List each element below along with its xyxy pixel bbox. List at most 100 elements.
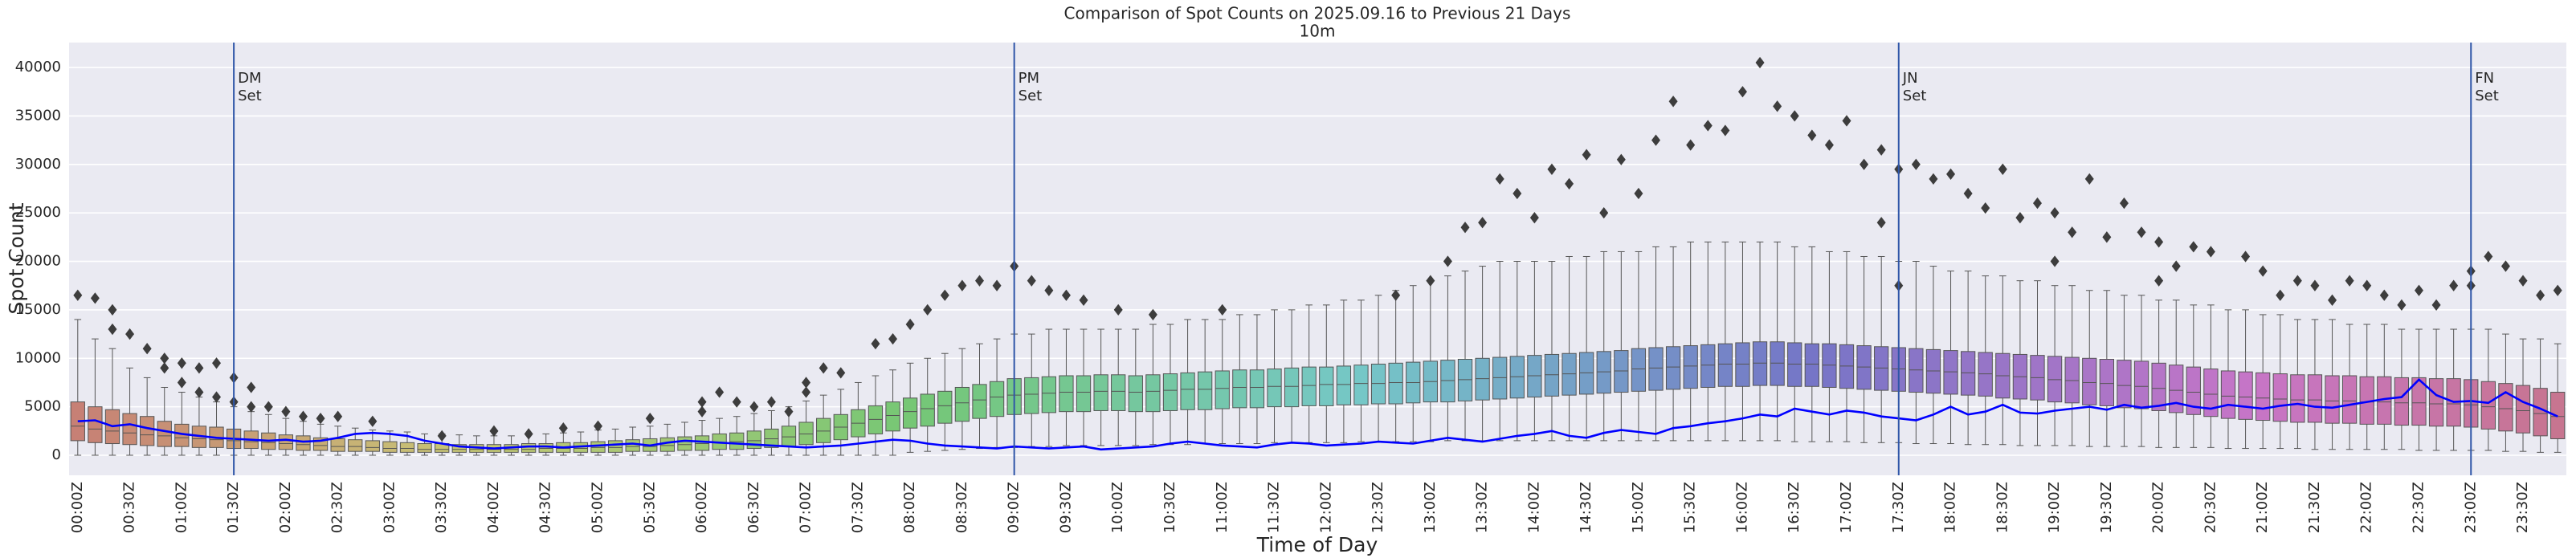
y-tick-label: 5000 (24, 398, 61, 415)
box (399, 442, 415, 453)
x-tick-label: 10:00Z (1109, 482, 1126, 533)
box (1076, 375, 1092, 413)
outlier (1876, 144, 1886, 156)
x-tick-label: 08:00Z (901, 482, 918, 533)
x-tick-label: 14:00Z (1525, 482, 1542, 533)
outlier (1027, 275, 1036, 287)
outlier (1963, 187, 1973, 200)
outlier (1513, 187, 1522, 200)
outlier (212, 357, 222, 369)
box (1925, 348, 1941, 394)
box (1024, 377, 1039, 414)
x-tick-label: 03:30Z (433, 482, 450, 533)
box (1301, 366, 1317, 406)
y-tick-label: 0 (52, 446, 61, 463)
outlier (558, 422, 568, 434)
box (1839, 344, 1855, 389)
box (1041, 376, 1056, 413)
outlier (1721, 124, 1730, 136)
outlier (1495, 173, 1504, 185)
box (1370, 364, 1386, 405)
outlier (2206, 246, 2215, 258)
outlier (1876, 217, 1886, 229)
box (937, 390, 953, 424)
box (1856, 345, 1872, 390)
outlier (1218, 303, 1227, 316)
outlier (281, 405, 291, 417)
outlier (749, 401, 759, 413)
outlier (177, 377, 186, 389)
x-tick-label: 19:00Z (2046, 482, 2063, 533)
outlier (2154, 236, 2164, 248)
box (677, 436, 692, 451)
box (1440, 360, 1455, 403)
box (2186, 366, 2201, 415)
event-label: Set (1019, 88, 1043, 104)
outlier (160, 362, 169, 374)
x-tick-label: 17:00Z (1838, 482, 1855, 533)
y-tick-label: 25000 (15, 204, 61, 221)
outlier (1755, 56, 1765, 69)
outlier (333, 410, 343, 422)
outlier (905, 318, 915, 331)
outlier (1426, 275, 1435, 287)
outlier (108, 323, 117, 336)
outlier (2345, 275, 2354, 287)
x-tick-label: 15:30Z (1682, 482, 1699, 533)
box (1145, 374, 1161, 413)
box (590, 441, 606, 453)
event-label: Set (1903, 88, 1927, 104)
outlier (2276, 289, 2285, 301)
box (2133, 360, 2149, 409)
event-label: DM (238, 70, 261, 87)
box (607, 440, 623, 453)
outlier (715, 386, 725, 398)
box (1128, 375, 1143, 413)
x-tick-label: 12:30Z (1370, 482, 1386, 533)
box (2151, 362, 2166, 411)
box (972, 384, 987, 419)
x-tick-label: 10:30Z (1161, 482, 1178, 533)
box (694, 435, 710, 451)
today-line (77, 378, 2558, 451)
box (451, 444, 467, 453)
outlier (125, 328, 135, 340)
box (868, 405, 884, 434)
x-tick-label: 21:00Z (2254, 482, 2271, 533)
box (1683, 345, 1698, 389)
outlier (1547, 163, 1557, 175)
y-tick-label: 30000 (15, 156, 61, 173)
box (2047, 356, 2063, 403)
outlier (160, 352, 169, 365)
outlier (957, 279, 967, 291)
box (1787, 342, 1802, 387)
y-axis-label: Spot Count (5, 202, 28, 314)
outlier (489, 425, 499, 437)
x-tick-label: 19:30Z (2098, 482, 2115, 533)
outlier (2484, 250, 2493, 263)
outlier (2015, 212, 2025, 224)
box (1319, 366, 1334, 406)
outlier (2553, 284, 2562, 296)
box (1717, 343, 1733, 387)
outlier (2431, 299, 2441, 312)
outlier (2189, 241, 2198, 253)
x-tick-label: 00:00Z (69, 482, 86, 533)
outlier (1148, 308, 1157, 321)
box (1665, 346, 1681, 390)
outlier (247, 401, 256, 413)
x-tick-label: 18:00Z (1942, 482, 1959, 533)
x-tick-label: 22:00Z (2358, 482, 2375, 533)
x-tick-label: 01:00Z (173, 482, 190, 533)
outlier (732, 396, 741, 408)
box (1336, 365, 1352, 405)
outlier (73, 289, 83, 301)
outlier (1981, 202, 1990, 214)
outlier (1737, 86, 1747, 98)
outlier (1929, 173, 1938, 185)
x-tick-label: 09:00Z (1006, 482, 1023, 533)
box (1093, 374, 1108, 411)
outlier (2102, 231, 2112, 243)
